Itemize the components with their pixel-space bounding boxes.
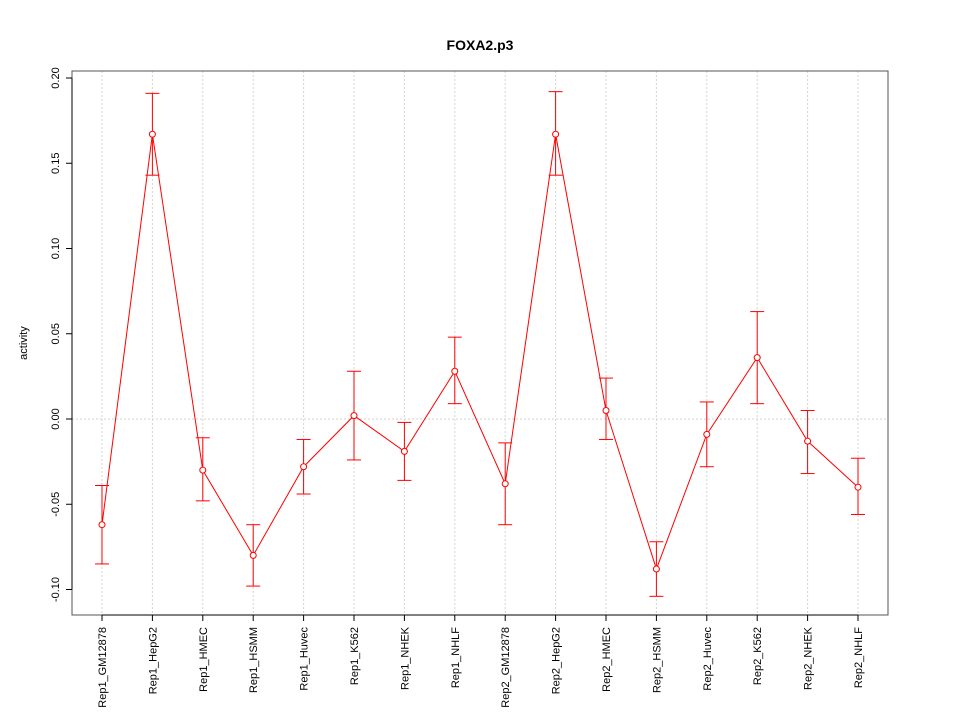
- data-point: [804, 437, 812, 445]
- x-tick-label: Rep2_GM12878: [500, 627, 512, 708]
- plot-frame: [71, 70, 889, 616]
- x-tick-label: Rep1_HMEC: [198, 627, 210, 692]
- data-point: [552, 130, 560, 138]
- y-tick-label: 0.05: [50, 323, 62, 344]
- data-marks: [95, 91, 865, 597]
- axes: -0.10 -0.05 0.00 0.05 0.10 0.15 0.20 Rep1_GM128…: [50, 67, 865, 707]
- data-point: [199, 466, 207, 474]
- x-tick-label: Rep2_Huvec: [702, 627, 714, 691]
- data-point: [400, 447, 408, 455]
- x-tick-label: Rep1_K562: [349, 627, 361, 685]
- series-line: [101, 134, 859, 571]
- x-tick-label: Rep2_NHEK: [803, 626, 815, 690]
- grid: [72, 71, 888, 615]
- data-point: [652, 565, 660, 573]
- y-tick-label: 0.20: [50, 67, 62, 88]
- x-tick-label: Rep2_NHLF: [853, 627, 865, 688]
- data-point: [300, 463, 308, 471]
- y-tick-label: -0.10: [50, 577, 62, 602]
- x-tick-label: Rep1_NHLF: [450, 627, 462, 688]
- data-point: [703, 430, 711, 438]
- x-tick-label: Rep2_HSMM: [651, 627, 663, 693]
- x-tick-label: Rep2_K562: [752, 627, 764, 685]
- data-point: [854, 483, 862, 491]
- data-point: [501, 480, 509, 488]
- y-tick-label: -0.05: [50, 492, 62, 517]
- data-point: [98, 521, 106, 529]
- x-tick-label: Rep1_HepG2: [147, 627, 159, 694]
- y-tick-label: 0.10: [50, 238, 62, 259]
- y-tick-label: 0.00: [50, 408, 62, 429]
- x-tick-label: Rep1_GM12878: [97, 627, 109, 708]
- data-point: [451, 367, 459, 375]
- x-tick-label: Rep1_NHEK: [399, 626, 411, 690]
- data-point: [249, 551, 257, 559]
- x-tick-label: Rep1_Huvec: [299, 627, 311, 691]
- x-tick-label: Rep2_HMEC: [601, 627, 613, 692]
- x-tick-label: Rep1_HSMM: [248, 627, 260, 693]
- data-point: [148, 130, 156, 138]
- x-tick-label: Rep2_HepG2: [551, 627, 563, 694]
- y-axis-label: activity: [18, 326, 30, 360]
- chart-title: FOXA2.p3: [447, 37, 514, 53]
- data-point: [602, 406, 610, 414]
- y-tick-label: 0.15: [50, 153, 62, 174]
- data-point: [350, 412, 358, 420]
- data-point: [753, 354, 761, 362]
